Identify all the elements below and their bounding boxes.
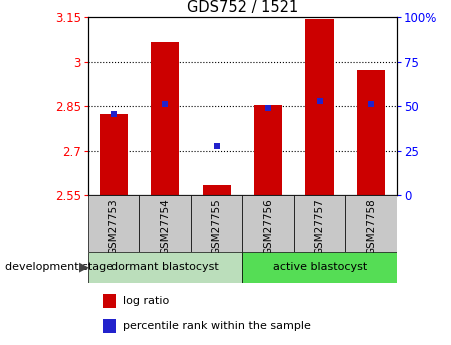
Text: log ratio: log ratio xyxy=(124,296,170,306)
Bar xyxy=(294,195,345,252)
Text: GSM27756: GSM27756 xyxy=(263,198,273,255)
Text: ▶: ▶ xyxy=(79,261,88,274)
Bar xyxy=(88,195,139,252)
Bar xyxy=(139,195,191,252)
Bar xyxy=(100,115,128,195)
Text: GSM27753: GSM27753 xyxy=(109,198,119,255)
Bar xyxy=(202,185,231,195)
Text: dormant blastocyst: dormant blastocyst xyxy=(111,263,219,272)
Bar xyxy=(254,105,282,195)
Bar xyxy=(88,252,243,283)
Title: GDS752 / 1521: GDS752 / 1521 xyxy=(187,0,298,15)
Bar xyxy=(103,319,116,333)
Text: GSM27754: GSM27754 xyxy=(160,198,170,255)
Text: development stage: development stage xyxy=(5,263,113,272)
Bar xyxy=(357,70,385,195)
Text: active blastocyst: active blastocyst xyxy=(272,263,367,272)
Text: percentile rank within the sample: percentile rank within the sample xyxy=(124,321,311,331)
Bar xyxy=(151,42,179,195)
Bar xyxy=(345,195,397,252)
Text: GSM27757: GSM27757 xyxy=(315,198,325,255)
Text: GSM27758: GSM27758 xyxy=(366,198,376,255)
Bar xyxy=(305,19,334,195)
Bar xyxy=(103,294,116,308)
Bar xyxy=(243,195,294,252)
Text: GSM27755: GSM27755 xyxy=(212,198,222,255)
Bar xyxy=(243,252,397,283)
Bar xyxy=(191,195,243,252)
